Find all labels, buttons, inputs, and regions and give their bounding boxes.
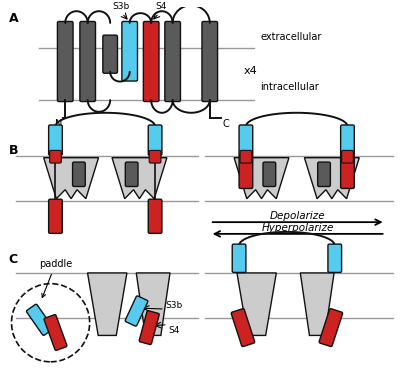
Polygon shape	[234, 158, 289, 199]
Text: S3b: S3b	[112, 2, 130, 11]
Text: A: A	[8, 12, 18, 25]
FancyBboxPatch shape	[125, 296, 148, 326]
Text: B: B	[8, 144, 18, 157]
FancyBboxPatch shape	[122, 22, 138, 81]
Text: paddle: paddle	[39, 259, 72, 298]
Text: S4: S4	[169, 326, 180, 335]
FancyBboxPatch shape	[72, 162, 85, 187]
FancyBboxPatch shape	[125, 162, 138, 187]
FancyBboxPatch shape	[49, 125, 62, 155]
Polygon shape	[237, 273, 276, 335]
Text: N: N	[55, 119, 62, 129]
Text: Hyperpolarize: Hyperpolarize	[262, 223, 334, 233]
Text: intracellular: intracellular	[260, 82, 319, 92]
FancyBboxPatch shape	[148, 199, 162, 233]
FancyBboxPatch shape	[232, 244, 246, 272]
FancyBboxPatch shape	[103, 35, 118, 73]
FancyBboxPatch shape	[328, 244, 342, 272]
Polygon shape	[300, 273, 334, 335]
FancyBboxPatch shape	[319, 309, 343, 347]
FancyBboxPatch shape	[263, 162, 276, 187]
FancyBboxPatch shape	[58, 22, 73, 102]
FancyBboxPatch shape	[49, 199, 62, 233]
Polygon shape	[136, 273, 170, 335]
Text: C: C	[8, 253, 18, 266]
FancyBboxPatch shape	[26, 304, 53, 335]
FancyBboxPatch shape	[202, 22, 218, 102]
FancyBboxPatch shape	[341, 125, 354, 155]
FancyBboxPatch shape	[50, 150, 61, 163]
FancyBboxPatch shape	[139, 311, 159, 345]
Text: Depolarize: Depolarize	[270, 211, 326, 221]
Text: extracellular: extracellular	[260, 32, 322, 42]
FancyBboxPatch shape	[239, 154, 253, 188]
FancyBboxPatch shape	[318, 162, 330, 187]
Polygon shape	[44, 158, 98, 199]
Text: S3b: S3b	[166, 301, 183, 310]
FancyBboxPatch shape	[80, 22, 96, 102]
FancyBboxPatch shape	[341, 154, 354, 188]
FancyBboxPatch shape	[165, 22, 180, 102]
Text: S4: S4	[155, 2, 167, 11]
FancyBboxPatch shape	[231, 309, 255, 347]
FancyBboxPatch shape	[143, 22, 159, 102]
FancyBboxPatch shape	[342, 150, 353, 163]
FancyBboxPatch shape	[149, 150, 161, 163]
Polygon shape	[88, 273, 127, 335]
Polygon shape	[304, 158, 359, 199]
FancyBboxPatch shape	[44, 315, 67, 350]
Polygon shape	[112, 158, 167, 199]
Text: C: C	[222, 119, 229, 129]
FancyBboxPatch shape	[239, 125, 253, 155]
FancyBboxPatch shape	[240, 150, 252, 163]
FancyBboxPatch shape	[148, 125, 162, 155]
Text: x4: x4	[244, 66, 258, 76]
